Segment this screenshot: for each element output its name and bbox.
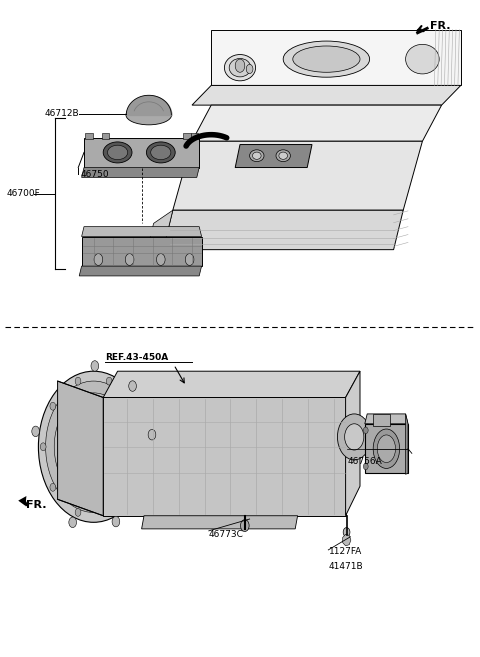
Bar — [85, 133, 93, 139]
Ellipse shape — [126, 105, 172, 125]
Ellipse shape — [279, 152, 288, 160]
Ellipse shape — [377, 435, 396, 463]
Polygon shape — [79, 266, 202, 276]
Polygon shape — [163, 210, 403, 250]
Circle shape — [50, 402, 56, 410]
Circle shape — [343, 528, 350, 537]
Circle shape — [148, 430, 156, 440]
Polygon shape — [144, 210, 173, 263]
Circle shape — [77, 424, 110, 470]
Polygon shape — [235, 145, 312, 168]
Circle shape — [129, 381, 136, 392]
Circle shape — [70, 414, 118, 480]
Circle shape — [106, 509, 112, 516]
Circle shape — [94, 254, 103, 265]
Polygon shape — [84, 138, 199, 168]
Circle shape — [337, 414, 371, 460]
Bar — [191, 133, 198, 139]
Bar — [102, 133, 109, 139]
Text: 46750: 46750 — [81, 170, 109, 179]
Polygon shape — [18, 496, 26, 506]
Text: 46756A: 46756A — [348, 457, 383, 466]
Circle shape — [32, 426, 39, 437]
Circle shape — [83, 432, 104, 461]
Ellipse shape — [250, 150, 264, 162]
Circle shape — [156, 254, 165, 265]
Text: REF.43-450A: REF.43-450A — [106, 353, 169, 362]
Ellipse shape — [373, 429, 399, 468]
Polygon shape — [346, 371, 360, 516]
Ellipse shape — [103, 142, 132, 163]
Circle shape — [363, 463, 368, 470]
Circle shape — [246, 64, 253, 74]
Circle shape — [240, 520, 249, 532]
Circle shape — [38, 371, 149, 522]
Circle shape — [62, 404, 125, 489]
Ellipse shape — [276, 150, 290, 162]
Polygon shape — [365, 424, 408, 473]
Polygon shape — [343, 534, 351, 546]
Ellipse shape — [108, 145, 128, 160]
Ellipse shape — [225, 55, 255, 81]
Text: 1127FA: 1127FA — [329, 547, 362, 556]
Circle shape — [363, 427, 368, 434]
Polygon shape — [173, 141, 422, 210]
Bar — [373, 414, 390, 426]
Text: FR.: FR. — [430, 21, 450, 32]
Circle shape — [235, 59, 245, 72]
Ellipse shape — [293, 46, 360, 72]
Polygon shape — [412, 29, 419, 37]
Circle shape — [46, 381, 142, 512]
Polygon shape — [365, 414, 408, 424]
Ellipse shape — [283, 41, 370, 78]
Bar — [183, 133, 191, 139]
Circle shape — [141, 443, 147, 451]
Ellipse shape — [229, 58, 251, 77]
Ellipse shape — [151, 145, 171, 160]
Polygon shape — [103, 397, 346, 516]
Circle shape — [132, 402, 137, 410]
Circle shape — [345, 424, 364, 450]
Circle shape — [75, 377, 81, 385]
Text: 46773C: 46773C — [209, 530, 244, 539]
Circle shape — [132, 484, 137, 491]
Polygon shape — [82, 237, 202, 266]
Text: 46712B: 46712B — [45, 109, 79, 118]
Circle shape — [106, 377, 112, 385]
Ellipse shape — [252, 152, 261, 160]
Polygon shape — [192, 105, 442, 141]
Circle shape — [54, 393, 133, 501]
Polygon shape — [82, 168, 199, 177]
Circle shape — [88, 439, 99, 455]
Ellipse shape — [406, 45, 439, 74]
Circle shape — [91, 361, 99, 371]
Circle shape — [69, 517, 76, 528]
Polygon shape — [142, 516, 298, 529]
Circle shape — [40, 443, 46, 451]
Polygon shape — [192, 85, 461, 105]
Polygon shape — [58, 381, 103, 516]
Circle shape — [112, 516, 120, 527]
Ellipse shape — [146, 142, 175, 163]
Polygon shape — [82, 227, 202, 237]
Circle shape — [50, 484, 56, 491]
Circle shape — [185, 254, 194, 265]
Polygon shape — [211, 30, 461, 85]
Polygon shape — [103, 371, 360, 397]
Circle shape — [125, 254, 134, 265]
Polygon shape — [406, 414, 408, 474]
Text: 46700F: 46700F — [6, 189, 40, 198]
Text: FR.: FR. — [26, 499, 47, 510]
Text: 41471B: 41471B — [329, 562, 363, 571]
Circle shape — [75, 509, 81, 516]
